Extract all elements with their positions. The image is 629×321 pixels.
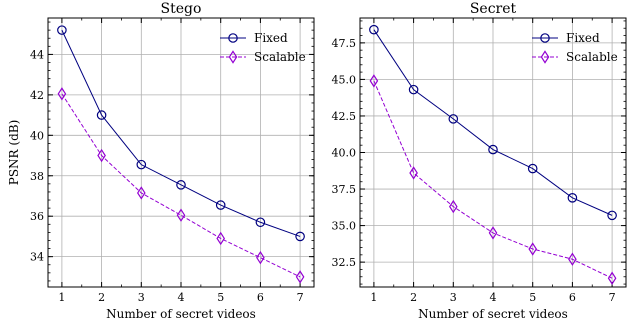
data-point-fixed	[488, 144, 498, 155]
series-line-fixed	[373, 29, 613, 216]
x-tick-label: 7	[297, 291, 304, 304]
series-scalable	[369, 74, 617, 285]
data-point-fixed	[527, 163, 538, 174]
data-point-scalable	[488, 226, 498, 240]
series-line-scalable	[373, 80, 613, 279]
plot-frame	[47, 17, 315, 288]
data-point-fixed	[57, 25, 67, 35]
data-point-fixed	[408, 84, 419, 95]
legend: Fixed Scalable	[220, 31, 306, 64]
y-axis-label: PSNR (dB)	[7, 120, 21, 186]
data-point-fixed	[255, 217, 266, 228]
panel-title: Secret	[470, 1, 517, 17]
data-point-scalable	[256, 250, 265, 265]
y-tick-label: 36	[30, 210, 44, 223]
x-axis-label: Number of secret videos	[418, 307, 568, 321]
legend: Fixed Scalable	[532, 31, 618, 64]
data-point-scalable	[216, 231, 226, 246]
data-point-fixed	[96, 110, 107, 120]
data-point-fixed	[448, 114, 459, 124]
y-tick-label: 44	[30, 48, 44, 61]
chart-panel-2: 1 2 3 4 5 6 7 32.5 35.0 37.5 40.0 42.5 45.0 47.5 Fixed…	[332, 1, 627, 321]
data-point-scalable	[295, 270, 305, 284]
x-tick-label: 6	[569, 291, 576, 304]
data-point-scalable	[176, 208, 186, 222]
data-point-fixed	[369, 24, 379, 35]
series-line-fixed	[61, 29, 301, 237]
legend-marker-scalable	[540, 50, 550, 64]
legend-marker-fixed	[228, 33, 238, 43]
data-point-scalable	[528, 242, 538, 256]
x-tick-label: 6	[257, 291, 264, 304]
panel-title: Stego	[161, 1, 202, 17]
x-tick-label: 2	[410, 291, 417, 304]
series-scalable	[57, 87, 305, 284]
data-point-fixed	[136, 159, 147, 170]
x-tick-label: 5	[529, 291, 536, 304]
y-tick-label: 37.5	[332, 183, 357, 196]
chart-panel-1: 1 2 3 4 5 6 7343638404244FixedScalableStegoNum…	[7, 1, 315, 321]
series-line-scalable	[61, 93, 301, 278]
x-tick-label: 2	[98, 291, 105, 304]
x-tick-label: 3	[138, 291, 145, 304]
y-tick-label: 35.0	[332, 220, 357, 233]
y-tick-label: 38	[30, 170, 44, 183]
x-tick-label: 4	[178, 291, 185, 304]
y-tick-label: 34	[30, 251, 44, 264]
data-point-scalable	[57, 87, 67, 101]
data-point-fixed	[567, 193, 578, 203]
y-tick-label: 47.5	[332, 37, 357, 50]
legend-marker-fixed	[540, 33, 550, 43]
x-tick-label: 4	[490, 291, 497, 304]
data-point-fixed	[215, 200, 226, 210]
data-point-scalable	[97, 148, 106, 163]
data-point-scalable	[607, 271, 617, 285]
x-tick-label: 5	[217, 291, 224, 304]
x-tick-label: 7	[609, 291, 616, 304]
x-tick-label: 1	[370, 291, 377, 304]
x-axis-label: Number of secret videos	[106, 307, 256, 321]
data-point-scalable	[568, 252, 577, 266]
legend-label-fixed: Fixed	[566, 31, 600, 45]
data-point-scalable	[409, 166, 418, 180]
data-point-fixed	[176, 180, 186, 190]
x-tick-label: 3	[450, 291, 457, 304]
data-point-scalable	[448, 199, 458, 214]
series-fixed	[57, 25, 305, 242]
data-point-scalable	[136, 186, 146, 200]
y-tick-label: 32.5	[332, 256, 357, 269]
legend-marker-scalable	[228, 50, 238, 64]
y-tick-label: 45.0	[332, 73, 357, 86]
legend-label-scalable: Scalable	[566, 50, 618, 64]
data-point-scalable	[369, 74, 379, 88]
y-tick-label: 42.5	[332, 110, 357, 123]
plot-frame	[359, 17, 627, 288]
series-fixed	[369, 24, 617, 221]
legend-label-fixed: Fixed	[254, 31, 288, 45]
y-tick-label: 40	[30, 129, 44, 142]
y-tick-label: 42	[30, 89, 44, 102]
legend-label-scalable: Scalable	[254, 50, 306, 64]
x-tick-label: 1	[58, 291, 65, 304]
data-point-fixed	[295, 231, 305, 242]
data-point-fixed	[607, 210, 617, 221]
y-tick-label: 40.0	[332, 147, 357, 160]
